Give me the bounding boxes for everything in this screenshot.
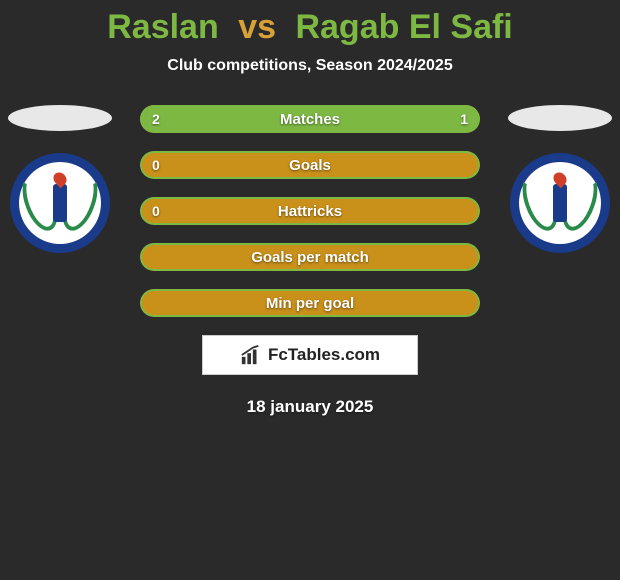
club-badge-right bbox=[510, 153, 610, 253]
club-badge-left bbox=[10, 153, 110, 253]
player-left-name: Raslan bbox=[107, 8, 219, 46]
vs-word: vs bbox=[238, 8, 276, 46]
date-text: 18 january 2025 bbox=[0, 397, 620, 417]
subtitle: Club competitions, Season 2024/2025 bbox=[0, 57, 620, 75]
player-right-shadow bbox=[508, 105, 612, 131]
stat-row: Min per goal bbox=[140, 289, 480, 317]
stat-row: 21Matches bbox=[140, 105, 480, 133]
stat-row: Goals per match bbox=[140, 243, 480, 271]
stat-row: 0Goals bbox=[140, 151, 480, 179]
stat-label: Goals bbox=[140, 151, 480, 179]
stat-label: Min per goal bbox=[140, 289, 480, 317]
stat-label: Goals per match bbox=[140, 243, 480, 271]
player-right-name: Ragab El Safi bbox=[295, 8, 512, 46]
player-left-shadow bbox=[8, 105, 112, 131]
stat-label: Hattricks bbox=[140, 197, 480, 225]
watermark: FcTables.com bbox=[202, 335, 418, 375]
stats-container: 21Matches 0Goals 0Hattricks Goals per match… bbox=[140, 105, 480, 317]
chart-bars-icon bbox=[240, 344, 262, 366]
watermark-text: FcTables.com bbox=[268, 345, 380, 365]
comparison-area: 21Matches 0Goals 0Hattricks Goals per match… bbox=[0, 105, 620, 417]
page-title: Raslan vs Ragab El Safi bbox=[0, 0, 620, 47]
stat-label: Matches bbox=[140, 105, 480, 133]
stat-row: 0Hattricks bbox=[140, 197, 480, 225]
